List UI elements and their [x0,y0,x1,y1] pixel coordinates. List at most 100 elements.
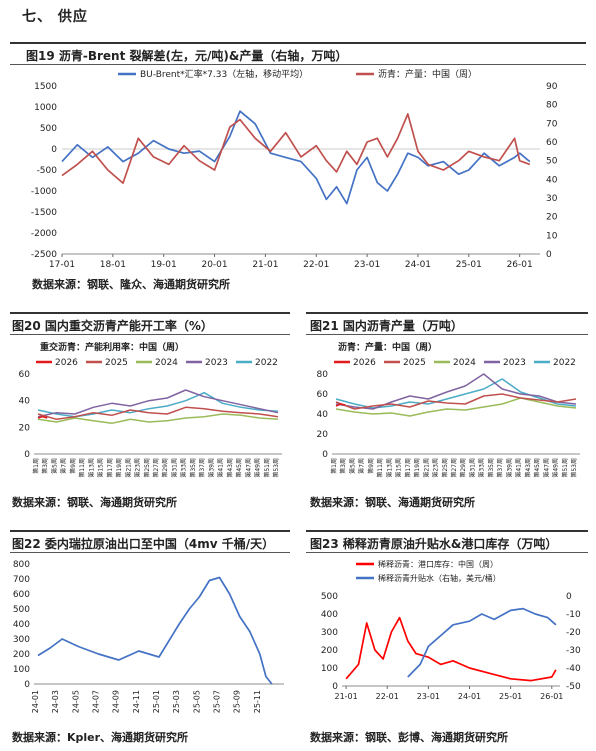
x-tick-label: 24-01 [405,260,431,270]
y-left-tick-label: -2500 [31,250,57,260]
series-line-2025 [37,406,279,421]
y-right-tick-label: 70 [546,119,558,129]
y-right-tick-label: 20 [546,213,558,223]
fig19-title-rule [10,64,586,65]
y-tick-label: 40 [317,410,329,420]
y-left-tick-label: 300 [321,628,338,638]
x-tick-label: 第35周 [487,458,495,478]
x-tick-label: 第53周 [272,458,280,478]
x-tick-label: 第51周 [561,458,569,478]
x-tick-label: 第25周 [143,458,151,478]
x-tick-label: 第43周 [226,458,234,478]
legend-label-2022: 2022 [553,358,576,368]
chart-title: 沥青：产量：中国（周） [338,341,437,353]
section-title: 七、 供应 [22,9,88,25]
y-tick-label: 60 [317,390,329,400]
x-tick-label: 第19周 [115,458,123,478]
x-tick-label: 25-11 [253,690,262,713]
x-tick-label: 第21周 [422,458,430,478]
x-tick-label: 第11周 [78,458,86,478]
y-tick-label: 200 [13,650,30,660]
x-tick-label: 22-01 [376,692,399,701]
series-line-premium [407,607,557,678]
chart-21: 沥青：产量：中国（周） 2026 2025 2024 2023 2022 80 60 40 20 0… [317,341,580,478]
legend-label-production: 沥青：产量：中国（周） [378,68,477,80]
fig23-title: 图23 稀释沥青原油升贴水&港口库存（万吨） [310,537,558,551]
fig19-title: 图19 沥青-Brent 裂解差(左，元/吨)&产量（右轴，万吨） [26,49,348,63]
legend-label-2026: 2026 [353,358,376,368]
x-tick-label: 第5周 [348,458,356,474]
legend-label-2025: 2025 [105,358,128,368]
y-tick-label: 80 [317,370,329,380]
legend-label-premium: 稀释沥青升贴水（右轴，美元/桶） [378,573,501,583]
x-tick-label: 25-01 [456,260,482,270]
x-tick-label: 第47周 [542,458,550,478]
x-tick-label: 第13周 [385,458,393,478]
x-tick-label: 第39周 [207,458,215,478]
x-tick-label: 第33周 [180,458,188,478]
y-right-tick-label: 30 [546,194,558,204]
x-tick-label: 26-01 [540,692,563,701]
y-right-tick-label: -10 [566,610,581,620]
y-right-tick-label: -50 [566,682,581,692]
x-tick-label: 第43周 [524,458,532,478]
fig22-title-rule [10,552,290,553]
x-tick-label: 24-09 [112,690,121,713]
fig22-source: 数据来源：Kpler、海通期货研究所 [12,731,189,744]
fig22-top-rule [10,530,290,532]
x-tick-label: 第29周 [161,458,169,478]
x-tick-label: 第53周 [570,458,578,478]
fig23-top-rule [306,530,588,532]
x-tick-label: 24-07 [92,690,101,713]
y-tick-label: 500 [13,605,30,615]
y-left-tick-label: 200 [321,646,338,656]
y-tick-label: 0 [24,680,30,690]
y-left-tick-label: 500 [321,592,338,602]
x-tick-label: 21-01 [252,260,278,270]
x-tick-label: 23-01 [354,260,380,270]
x-tick-label: 23-01 [417,692,440,701]
x-tick-label: 第39周 [505,458,513,478]
y-tick-label: 600 [13,590,30,600]
x-tick-label: 第1周 [32,458,40,474]
chart-19: BU-Brent*汇率*7.33（左轴，移动平均） 沥青：产量：中国（周） 1500… [31,68,558,270]
legend-label-2025: 2025 [403,358,426,368]
x-tick-label: 第29周 [459,458,467,478]
y-right-tick-label: -20 [566,628,581,638]
x-tick-label: 24-01 [458,692,481,701]
x-tick-label: 第15周 [97,458,105,478]
series-line-2026 [335,403,346,407]
x-tick-label: 19-01 [151,260,177,270]
chart-20: 重交沥青：产能利用率：中国（周） 2026 2025 2024 2023 2022 60 40… [19,341,282,478]
x-tick-label: 第7周 [358,458,366,474]
fig20-title: 图20 国内重交沥青产能开工率（%） [12,319,213,333]
x-tick-label: 第45周 [533,458,541,478]
fig21-source: 数据来源：钢联、海通期货研究所 [310,496,475,509]
x-tick-label: 第27周 [152,458,160,478]
fig23-source: 数据来源：钢联、彭博、海通期货研究所 [310,731,508,744]
y-tick-label: 400 [13,620,30,630]
x-tick-label: 第27周 [450,458,458,478]
x-tick-label: 第37周 [496,458,504,478]
y-tick-label: 0 [24,450,30,460]
y-tick-label: 800 [13,560,30,570]
y-left-tick-label: -500 [37,166,58,176]
x-tick-label: 第17周 [404,458,412,478]
x-tick-label: 18-01 [100,260,126,270]
x-tick-label: 第41周 [515,458,523,478]
series-line-2023 [37,389,279,418]
series-line-2023 [335,373,577,410]
x-tick-label: 第37周 [198,458,206,478]
x-tick-label: 第1周 [330,458,338,474]
x-tick-label: 20-01 [201,260,227,270]
x-tick-label: 第23周 [432,458,440,478]
y-left-tick-label: 1000 [34,103,57,113]
y-right-tick-label: 10 [546,231,558,241]
y-left-tick-label: 500 [40,124,57,134]
y-right-tick-label: 60 [546,138,558,148]
legend-label-2022: 2022 [255,358,278,368]
y-right-tick-label: 0 [546,250,552,260]
legend-label-2024: 2024 [453,358,476,368]
y-left-tick-label: 100 [321,664,338,674]
x-tick-label: 25-09 [233,690,242,713]
